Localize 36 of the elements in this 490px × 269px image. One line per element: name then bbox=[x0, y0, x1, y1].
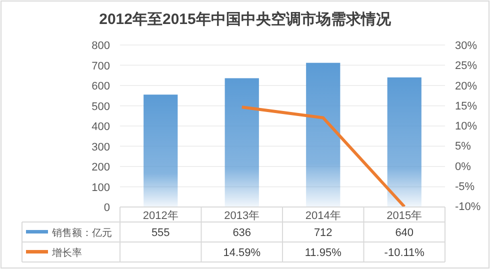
y2-tick-label: -5% bbox=[455, 181, 475, 194]
y2-tick-label: 15% bbox=[455, 100, 478, 112]
legend-label: 销售额：亿元 bbox=[51, 227, 112, 239]
data-label: 14.59% bbox=[223, 247, 261, 259]
y-tick-label: 600 bbox=[92, 80, 110, 92]
y2-tick-label: 25% bbox=[455, 60, 478, 72]
chart-title: 2012年至2015年中国中央空调市场需求情况 bbox=[99, 10, 392, 28]
bar bbox=[224, 78, 259, 207]
data-label: 555 bbox=[151, 227, 170, 239]
x-tick-label: 2013年 bbox=[224, 210, 260, 222]
y-tick-label: 700 bbox=[92, 60, 110, 72]
bar bbox=[144, 94, 178, 207]
y2-tick-label: 10% bbox=[455, 120, 478, 133]
y-tick-label: 400 bbox=[92, 121, 110, 133]
x-tick-label: 2012年 bbox=[142, 210, 178, 222]
data-label: -10.11% bbox=[384, 247, 425, 259]
y-tick-label: 800 bbox=[92, 40, 110, 52]
y2-tick-label: 30% bbox=[455, 40, 478, 52]
y-tick-label: 500 bbox=[92, 100, 110, 113]
bar bbox=[387, 77, 422, 207]
legend-label: 增长率 bbox=[51, 247, 82, 259]
y2-tick-label: 5% bbox=[455, 140, 472, 153]
y-tick-label: 0 bbox=[104, 202, 110, 214]
data-label: 636 bbox=[232, 227, 252, 239]
y2-tick-label: -10% bbox=[455, 201, 481, 214]
x-tick-label: 2014年 bbox=[305, 210, 341, 222]
y-tick-label: 100 bbox=[92, 182, 110, 194]
bar bbox=[306, 62, 340, 207]
data-label: 712 bbox=[314, 227, 332, 239]
y2-tick-label: 20% bbox=[455, 80, 478, 92]
y-tick-label: 200 bbox=[92, 162, 110, 174]
y-tick-label: 300 bbox=[92, 141, 110, 154]
y2-tick-label: 0% bbox=[455, 160, 472, 173]
data-label: 11.95% bbox=[304, 247, 342, 259]
data-label: 640 bbox=[395, 227, 414, 239]
x-tick-label: 2015年 bbox=[386, 210, 422, 222]
